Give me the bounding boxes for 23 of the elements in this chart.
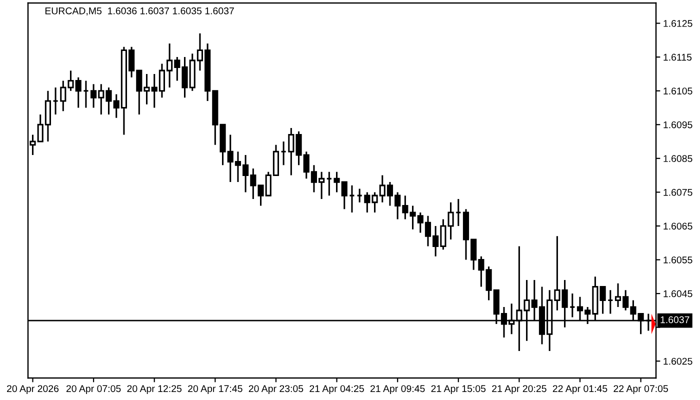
x-tick-label: 21 Apr 09:45 xyxy=(370,385,425,394)
y-tick-label: 1.6055 xyxy=(664,256,692,264)
x-tick-label: 22 Apr 07:05 xyxy=(614,385,668,394)
y-tick-label: 1.6075 xyxy=(664,188,692,196)
x-tick-label: 22 Apr 01:45 xyxy=(552,385,608,394)
y-tick-label: 1.6025 xyxy=(664,358,692,365)
chart-title: EURCAD,M5 1.6036 1.6037 1.6035 1.6037 xyxy=(45,7,234,16)
y-tick-label: 1.6095 xyxy=(664,121,692,128)
x-tick-label: 20 Apr 07:05 xyxy=(66,385,121,394)
y-tick-label: 1.6065 xyxy=(664,222,692,230)
x-tick-label: 21 Apr 15:05 xyxy=(431,385,486,394)
x-tick-label: 20 Apr 17:45 xyxy=(188,385,242,394)
y-tick-label: 1.6125 xyxy=(664,20,692,27)
x-tick-label: 21 Apr 04:25 xyxy=(310,385,364,394)
y-tick-label: 1.6115 xyxy=(664,54,692,61)
x-tick-label: 20 Apr 12:25 xyxy=(127,385,182,394)
x-tick-label: 20 Apr 23:05 xyxy=(248,385,304,394)
x-tick-label: 20 Apr 2026 xyxy=(7,385,59,394)
y-tick-label: 1.6105 xyxy=(664,88,692,94)
y-tick-label: 1.6085 xyxy=(664,155,692,162)
x-tick-label: 21 Apr 20:25 xyxy=(492,385,546,394)
ref-line-label: 1.6037 xyxy=(660,316,690,324)
y-tick-label: 1.6045 xyxy=(664,290,692,298)
